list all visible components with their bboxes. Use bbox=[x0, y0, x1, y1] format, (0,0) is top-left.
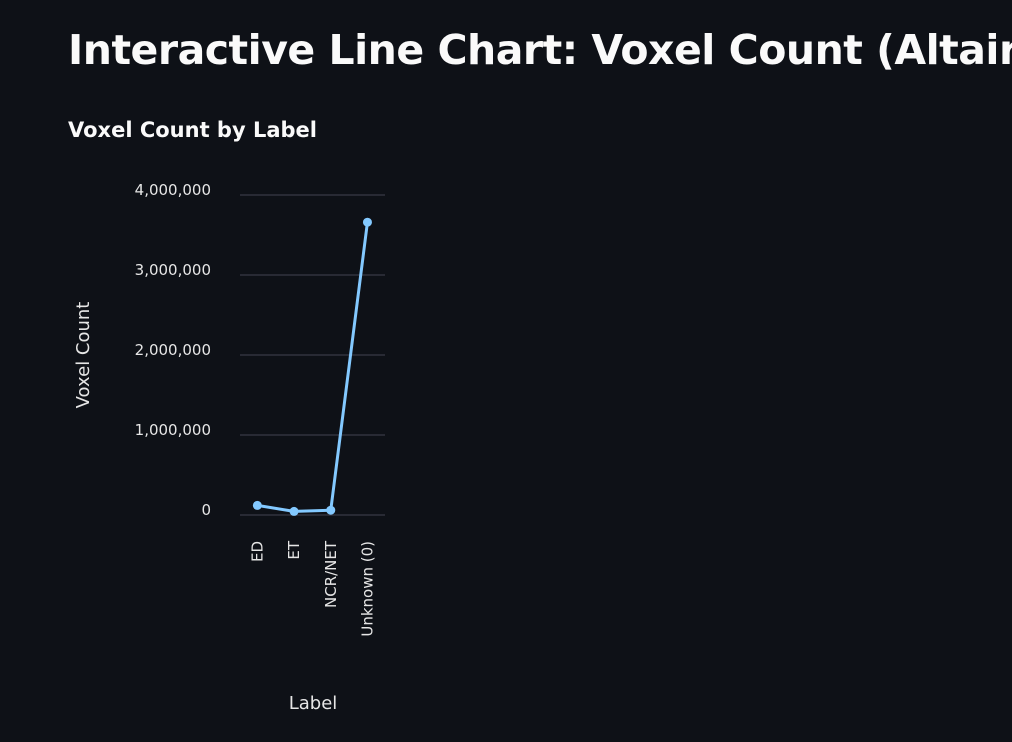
series-line bbox=[255, 220, 369, 513]
data-point[interactable]: NCR/NET: 60,000 bbox=[326, 505, 336, 515]
x-tick-label: Unknown (0) bbox=[358, 541, 376, 637]
page-title: Interactive Line Chart: Voxel Count (Alt… bbox=[68, 26, 1012, 74]
x-axis-ticks: ED ET NCR/NET Unknown (0) bbox=[248, 540, 376, 636]
x-axis-label: Label bbox=[289, 693, 338, 714]
chart-grid bbox=[240, 194, 385, 516]
y-tick-label: 4,000,000 bbox=[135, 181, 211, 199]
x-tick-label: ET bbox=[285, 540, 303, 559]
y-tick-label: 1,000,000 bbox=[135, 421, 211, 439]
y-axis-ticks: 0 1,000,000 2,000,000 3,000,000 4,000,000 bbox=[135, 181, 211, 519]
x-tick-label: ED bbox=[248, 541, 266, 562]
y-tick-label: 2,000,000 bbox=[135, 341, 211, 359]
data-point[interactable]: ED: 120,000 bbox=[252, 500, 262, 510]
y-tick-label: 3,000,000 bbox=[135, 261, 211, 279]
data-point[interactable]: ET: 45,000 bbox=[289, 506, 299, 516]
y-tick-label: 0 bbox=[201, 501, 211, 519]
data-points[interactable]: ED: 120,000 ET: 45,000 NCR/NET: 60,000 Unkn… bbox=[252, 217, 372, 516]
x-tick-label: NCR/NET bbox=[322, 540, 340, 608]
y-axis-label: Voxel Count bbox=[73, 302, 94, 409]
data-point[interactable]: Unknown (0): 3,660,000 bbox=[362, 217, 372, 227]
chart-title: Voxel Count by Label bbox=[68, 118, 317, 142]
